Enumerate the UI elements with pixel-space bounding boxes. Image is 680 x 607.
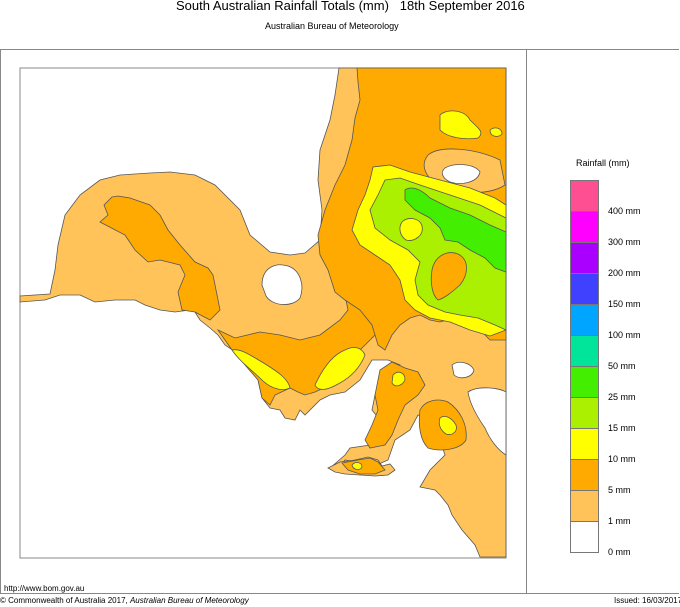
legend-band-15-25 <box>570 398 599 429</box>
legend-band-25-50 <box>570 367 599 398</box>
frame-left-edge <box>0 49 1 594</box>
region-0-1mm-southeast-1 <box>451 361 475 379</box>
region-10-15mm-gulf <box>391 371 406 387</box>
issued-date: Issued: 16/03/2017 <box>614 596 680 605</box>
legend-label-15: 15 mm <box>608 423 636 433</box>
legend-label-100: 100 mm <box>608 330 641 340</box>
copyright-prefix: © Commonwealth of Australia 2017, <box>0 596 130 605</box>
region-10-15mm-northeast-1 <box>439 110 482 140</box>
legend-band-over-400 <box>570 180 599 212</box>
legend-label-0: 0 mm <box>608 547 631 557</box>
copyright-notice: © Commonwealth of Australia 2017, Austra… <box>0 596 249 605</box>
legend-band-50-100 <box>570 336 599 367</box>
region-5-10mm-gulf <box>364 361 426 449</box>
legend-band-100-150 <box>570 305 599 336</box>
legend-color-scale <box>570 180 599 553</box>
legend-label-300: 300 mm <box>608 237 641 247</box>
region-5-10mm-kangaroo-island <box>341 457 386 475</box>
region-10-15mm-eyre-2 <box>314 347 366 390</box>
legend-band-150-200 <box>570 274 599 305</box>
source-url-link[interactable]: http://www.bom.gov.au <box>4 584 85 593</box>
legend-label-50: 50 mm <box>608 361 636 371</box>
legend-label-1: 1 mm <box>608 516 631 526</box>
region-10-15mm-eyre-1 <box>231 349 291 390</box>
legend-label-5: 5 mm <box>608 485 631 495</box>
region-10-15mm-northeast-2 <box>489 127 503 137</box>
legend-label-25: 25 mm <box>608 392 636 402</box>
region-5-10mm-west <box>99 195 221 321</box>
region-0-1mm-northeast <box>441 164 481 184</box>
legend-label-150: 150 mm <box>608 299 641 309</box>
region-5-10mm-inner <box>430 252 467 301</box>
legend-label-400: 400 mm <box>608 206 641 216</box>
legend-band-10-15 <box>570 429 599 460</box>
legend-band-0-1 <box>570 522 599 553</box>
region-0-1mm-west <box>261 264 303 305</box>
legend-band-5-10 <box>570 460 599 491</box>
region-10-15mm-inner <box>399 218 423 241</box>
legend-label-10: 10 mm <box>608 454 636 464</box>
map-subtitle: Australian Bureau of Meteorology <box>265 21 399 31</box>
region-0-1mm-southeast-2 <box>467 387 507 456</box>
legend-divider <box>526 49 527 594</box>
region-25-50mm-central <box>404 187 507 273</box>
legend-band-1-5 <box>570 491 599 522</box>
legend-band-200-300 <box>570 243 599 274</box>
legend-label-200: 200 mm <box>608 268 641 278</box>
map-frame <box>0 49 679 594</box>
copyright-org: Australian Bureau of Meteorology <box>129 596 249 605</box>
region-10-15mm-kangaroo-island <box>351 462 363 470</box>
legend-title: Rainfall (mm) <box>576 158 630 168</box>
region-10-15mm-southeast <box>438 416 457 435</box>
map-title: South Australian Rainfall Totals (mm) 18… <box>176 0 525 13</box>
legend-band-300-400 <box>570 212 599 243</box>
